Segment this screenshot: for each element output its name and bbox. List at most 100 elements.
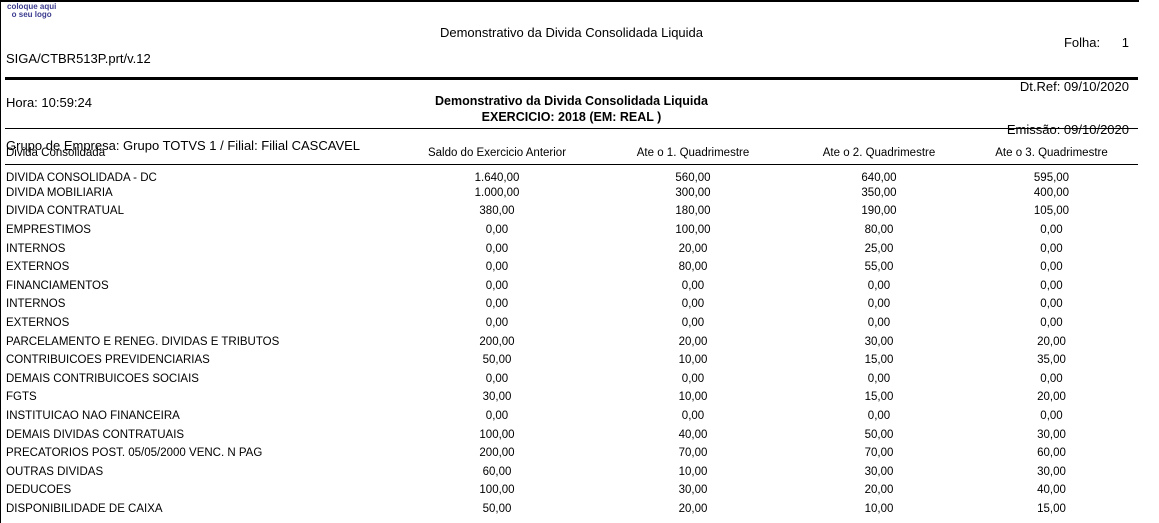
table-row: DISPONIBILIDADE DE CAIXA 50,00 20,00 10,… [5,500,1138,519]
report-table: Divida Consolidada Saldo do Exercicio An… [5,130,1138,518]
row-label: INTERNOS [6,298,66,311]
row-value: 40,00 [1037,484,1066,497]
row-value: 0,00 [1040,298,1063,311]
table-row: DIVIDA MOBILIARIA 1.000,00 300,00 350,00… [5,184,1138,203]
row-value: 0,00 [1040,409,1063,422]
row-value: 30,00 [1037,428,1066,441]
row-value: 0,00 [485,372,509,385]
row-value: 55,00 [864,261,894,274]
table-row: DEDUCOES 100,00 30,00 20,00 40,00 [5,481,1138,500]
row-value: 20,00 [678,502,708,515]
table-row: DEMAIS CONTRIBUICOES SOCIAIS 0,00 0,00 0… [5,369,1138,388]
row-value: 10,00 [678,354,708,367]
row-value: 0,00 [681,409,705,422]
thin-divider-rule [5,128,1138,129]
row-label: DIVIDA CONTRATUAL [6,205,124,218]
row-value: 200,00 [479,335,515,348]
row-value: 50,00 [482,502,512,515]
page-top-border [1,0,1139,2]
row-value: 0,00 [1040,223,1063,236]
row-value: 30,00 [864,465,894,478]
row-value: 0,00 [1040,372,1063,385]
row-value: 0,00 [681,316,705,329]
row-value: 300,00 [675,186,711,199]
row-value: 30,00 [482,391,512,404]
row-value: 400,00 [1033,186,1070,199]
row-label: EXTERNOS [6,316,70,329]
table-row: FINANCIAMENTOS 0,00 0,00 0,00 0,00 [5,276,1138,295]
report-title: Demonstrativo da Divida Consolidada Liqu… [435,94,708,108]
row-value: 0,00 [1040,242,1063,255]
row-value: 0,00 [867,409,891,422]
row-label: DISPONIBILIDADE DE CAIXA [6,502,163,515]
row-value: 80,00 [678,261,708,274]
table-row: INSTITUICAO NAO FINANCEIRA 0,00 0,00 0,0… [5,407,1138,426]
row-value: 0,00 [485,409,509,422]
row-value: 0,00 [1040,261,1063,274]
time-label: Hora: 10:59:24 [6,94,93,110]
row-value: 0,00 [485,279,509,292]
row-value: 60,00 [1037,447,1066,460]
row-value: 380,00 [479,205,515,218]
row-value: 0,00 [485,298,509,311]
row-value: 640,00 [861,171,897,184]
row-label: FINANCIAMENTOS [6,279,109,292]
col-header-ate-1-quadrimestre: Ate o 1. Quadrimestre [593,130,793,165]
row-value: 15,00 [864,391,894,404]
table-row: PARCELAMENTO E RENEG. DIVIDAS E TRIBUTOS… [5,332,1138,351]
page-number: Folha: 1 [1063,35,1129,50]
row-value: 60,00 [482,465,512,478]
row-value: 180,00 [675,205,711,218]
row-value: 0,00 [867,316,891,329]
row-value: 20,00 [678,242,708,255]
row-value: 1.640,00 [474,171,520,184]
row-label: DEMAIS CONTRIBUICOES SOCIAIS [6,372,199,385]
logo-placeholder: coloque aqui o seu logo [7,2,57,19]
row-value: 10,00 [678,465,708,478]
row-value: 40,00 [678,428,708,441]
row-value: 15,00 [864,354,894,367]
table-row: OUTRAS DIVIDAS 60,00 10,00 30,00 30,00 [5,462,1138,481]
row-value: 10,00 [678,391,708,404]
row-value: 100,00 [479,428,515,441]
thick-divider-rule [5,77,1138,80]
row-value: 190,00 [861,205,897,218]
col-header-saldo-exercicio-anterior: Saldo do Exercicio Anterior [401,130,593,165]
row-value: 105,00 [1033,205,1070,218]
row-value: 30,00 [864,335,894,348]
report-table-body: DIVIDA CONSOLIDADA - DC 1.640,00 560,00 … [5,164,1138,518]
row-value: 20,00 [678,335,708,348]
row-value: 35,00 [1037,354,1066,367]
row-value: 560,00 [675,171,711,184]
row-label: DEDUCOES [6,484,72,497]
row-label: OUTRAS DIVIDAS [6,465,104,478]
table-row: FGTS 30,00 10,00 15,00 20,00 [5,388,1138,407]
table-row: EMPRESTIMOS 0,00 100,00 80,00 0,00 [5,221,1138,240]
row-value: 0,00 [867,279,891,292]
row-value: 0,00 [681,372,705,385]
row-value: 20,00 [864,484,894,497]
row-value: 30,00 [678,484,708,497]
row-value: 70,00 [678,447,708,460]
table-row: DEMAIS DIVIDAS CONTRATUAIS 100,00 40,00 … [5,425,1138,444]
table-row: INTERNOS 0,00 0,00 0,00 0,00 [5,295,1138,314]
row-label: INSTITUICAO NAO FINANCEIRA [6,409,180,422]
row-value: 0,00 [867,372,891,385]
row-value: 10,00 [864,502,894,515]
row-value: 70,00 [864,447,894,460]
row-value: 0,00 [485,242,509,255]
row-label: DIVIDA MOBILIARIA [6,186,113,199]
row-label: FGTS [6,391,37,404]
row-value: 0,00 [485,261,509,274]
row-value: 350,00 [861,186,897,199]
row-label: DIVIDA CONSOLIDADA - DC [6,171,157,184]
row-value: 1.000,00 [474,186,520,199]
row-value: 30,00 [1037,465,1066,478]
report-title-band: Demonstrativo da Divida Consolidada Liqu… [5,93,1138,125]
row-label: PRECATORIOS POST. 05/05/2000 VENC. N PAG [6,447,263,460]
row-value: 25,00 [864,242,894,255]
row-value: 0,00 [681,298,705,311]
table-row: DIVIDA CONTRATUAL 380,00 180,00 190,00 1… [5,202,1138,221]
table-row: EXTERNOS 0,00 0,00 0,00 0,00 [5,314,1138,333]
